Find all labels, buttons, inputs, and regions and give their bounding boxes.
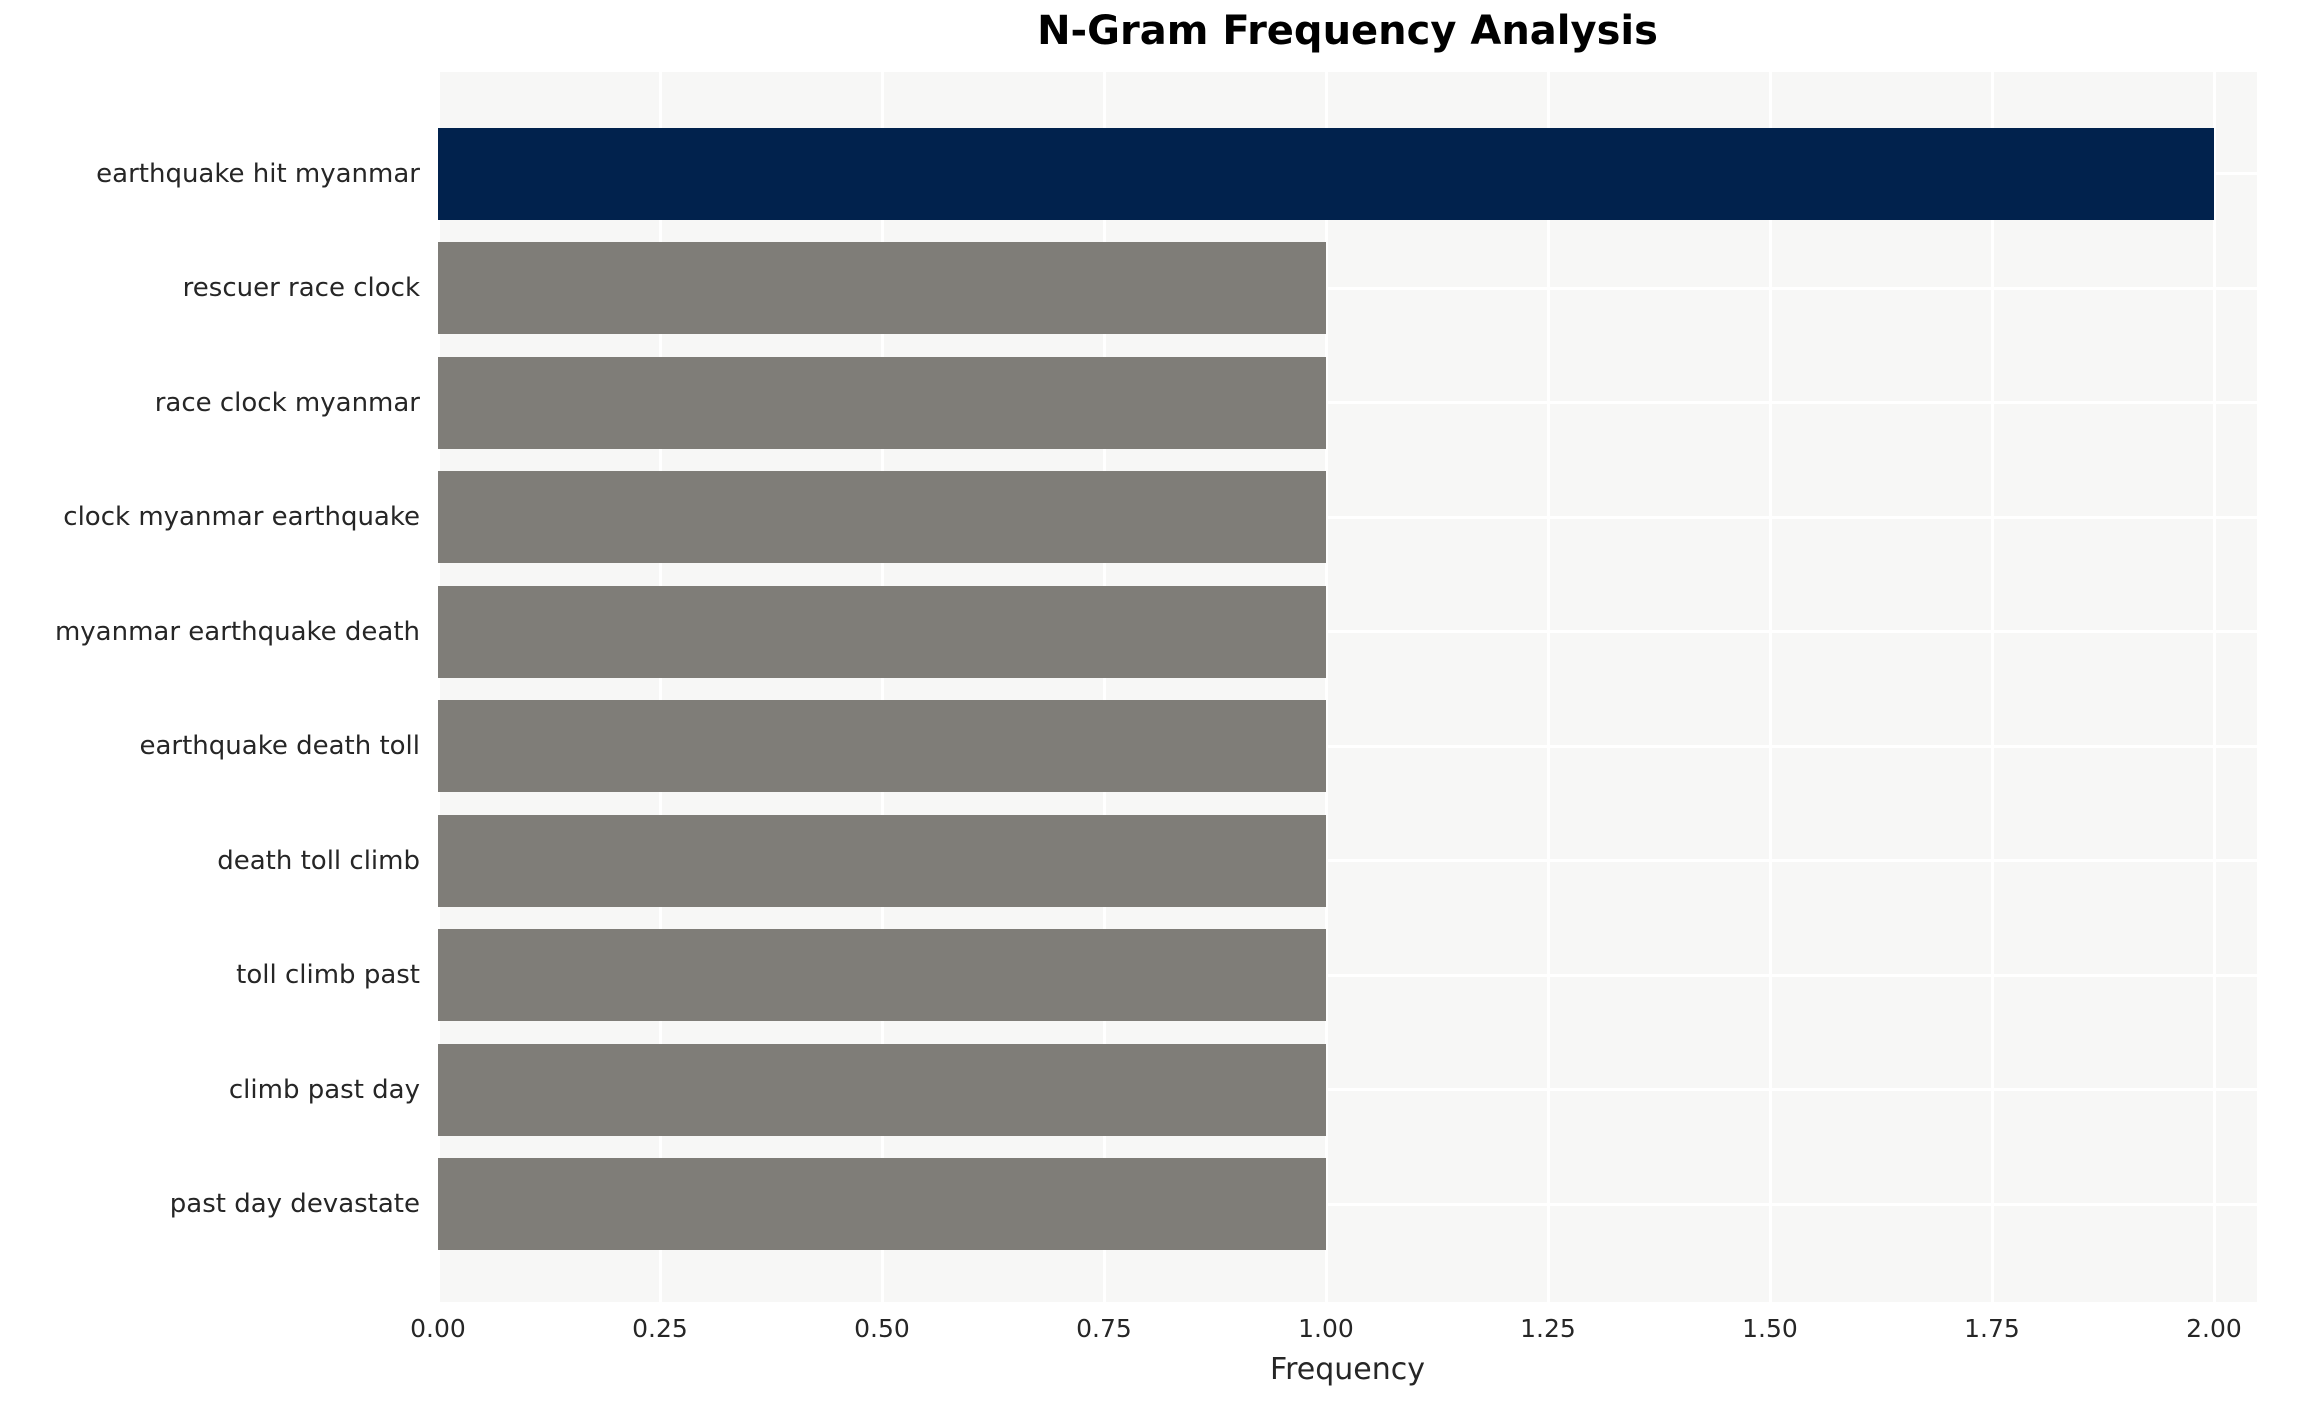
x-gridline xyxy=(1324,72,1328,1302)
x-gridline xyxy=(880,72,884,1302)
x-tick-label: 1.25 xyxy=(1520,1314,1576,1343)
bar xyxy=(438,929,1326,1021)
x-gridline xyxy=(1768,72,1772,1302)
category-label: clock myanmar earthquake xyxy=(63,502,420,532)
plot-area xyxy=(436,72,2257,1302)
y-gridline xyxy=(438,859,2257,862)
bar xyxy=(438,356,1326,449)
category-label: earthquake hit myanmar xyxy=(96,158,420,189)
x-tick-label: 1.50 xyxy=(1742,1314,1798,1343)
y-gridline xyxy=(438,630,2257,633)
category-label: climb past day xyxy=(228,1074,420,1105)
category-label: death toll climb xyxy=(217,845,420,876)
x-gridline xyxy=(2212,72,2216,1302)
bar xyxy=(438,700,1326,792)
bar xyxy=(438,585,1326,678)
bar xyxy=(438,471,1326,563)
x-gridline xyxy=(658,72,662,1302)
category-label: earthquake death toll xyxy=(139,731,420,761)
y-gridline xyxy=(438,744,2257,748)
chart-title: N-Gram Frequency Analysis xyxy=(1037,8,1658,54)
category-label: past day devastate xyxy=(169,1189,420,1219)
x-tick-label: 0.00 xyxy=(410,1314,466,1343)
category-label: toll climb past xyxy=(236,960,420,990)
y-gridline xyxy=(438,401,2257,404)
y-gridline xyxy=(438,1202,2257,1206)
bar xyxy=(438,127,2214,220)
category-label: rescuer race clock xyxy=(182,273,420,303)
x-tick-label: 0.25 xyxy=(632,1314,688,1343)
bar xyxy=(438,814,1326,907)
x-tick-label: 0.50 xyxy=(854,1314,910,1343)
x-tick-label: 2.00 xyxy=(2186,1314,2242,1343)
x-gridline xyxy=(1990,72,1994,1302)
x-axis-title: Frequency xyxy=(1270,1352,1425,1387)
bar xyxy=(438,1158,1326,1250)
y-gridline xyxy=(438,286,2257,290)
category-label: race clock myanmar xyxy=(154,387,420,418)
y-gridline xyxy=(438,1088,2257,1091)
x-tick-label: 1.00 xyxy=(1298,1314,1354,1343)
x-tick-label: 0.75 xyxy=(1076,1314,1132,1343)
x-gridline xyxy=(1102,72,1106,1302)
x-tick-label: 1.75 xyxy=(1964,1314,2020,1343)
category-label: myanmar earthquake death xyxy=(54,616,420,647)
y-gridline xyxy=(438,973,2257,977)
bar xyxy=(438,242,1326,334)
y-gridline xyxy=(438,515,2257,519)
x-gridline xyxy=(1546,72,1550,1302)
bar xyxy=(438,1043,1326,1136)
x-gridline xyxy=(436,72,440,1302)
